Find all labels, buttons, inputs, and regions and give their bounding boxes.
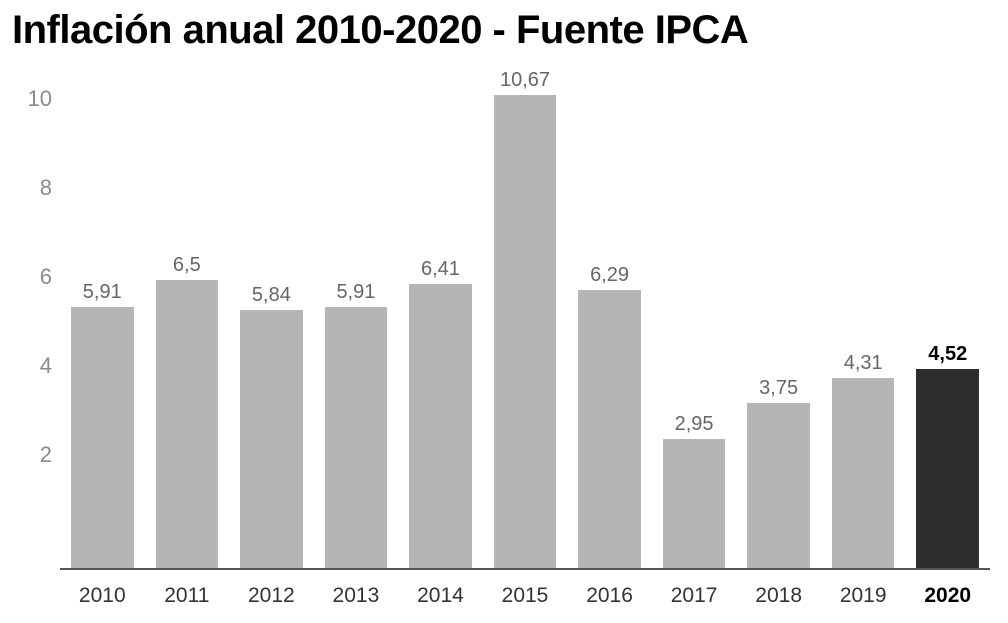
bar-slot: 6,29 xyxy=(567,80,652,570)
bar-value-label: 4,31 xyxy=(844,352,883,375)
x-tick-label: 2013 xyxy=(314,584,399,608)
x-tick-label: 2017 xyxy=(652,584,737,608)
bar-value-label: 5,84 xyxy=(252,284,291,307)
bar-value-label: 2,95 xyxy=(675,413,714,436)
y-tick: 10 xyxy=(28,86,52,112)
x-baseline xyxy=(60,568,990,570)
x-tick-label: 2011 xyxy=(145,584,230,608)
bars-row: 5,91 6,5 5,84 5,91 6,41 10,67 6,29 2,95 3,75 4,31… xyxy=(60,80,990,570)
x-tick-label: 2018 xyxy=(736,584,821,608)
bar-slot: 6,5 xyxy=(145,80,230,570)
x-tick-label: 2014 xyxy=(398,584,483,608)
bar-value-label: 6,5 xyxy=(173,254,201,277)
bar: 5,91 xyxy=(325,307,388,570)
x-tick-label: 2015 xyxy=(483,584,568,608)
bar-value-label: 5,91 xyxy=(83,281,122,304)
bar-slot: 3,75 xyxy=(736,80,821,570)
bar-value-label: 4,52 xyxy=(928,343,967,366)
bar-value-label: 5,91 xyxy=(336,281,375,304)
plot-region: 5,91 6,5 5,84 5,91 6,41 10,67 6,29 2,95 3,75 4,31… xyxy=(60,80,990,570)
y-tick: 8 xyxy=(40,175,52,201)
bar-value-label: 3,75 xyxy=(759,377,798,400)
bar-slot: 5,91 xyxy=(314,80,399,570)
bar-slot: 4,52 xyxy=(905,80,990,570)
x-tick-label: 2012 xyxy=(229,584,314,608)
bar-value-label: 6,41 xyxy=(421,258,460,281)
bar-value-label: 10,67 xyxy=(500,69,550,92)
chart-title: Inflación anual 2010-2020 - Fuente IPCA xyxy=(12,8,748,53)
bar-value-label: 6,29 xyxy=(590,264,629,287)
bar: 5,91 xyxy=(71,307,134,570)
bar: 3,75 xyxy=(747,403,810,570)
x-tick-label: 2019 xyxy=(821,584,906,608)
x-axis: 2010201120122013201420152016201720182019… xyxy=(60,584,990,608)
bar: 2,95 xyxy=(663,439,726,570)
bar: 6,29 xyxy=(578,290,641,570)
y-tick: 4 xyxy=(40,353,52,379)
x-tick-label: 2010 xyxy=(60,584,145,608)
bar: 4,31 xyxy=(832,378,895,570)
bar: 10,67 xyxy=(494,95,557,570)
bar-slot: 5,91 xyxy=(60,80,145,570)
bar-slot: 5,84 xyxy=(229,80,314,570)
bar-slot: 6,41 xyxy=(398,80,483,570)
chart-area: 2 4 6 8 10 5,91 6,5 5,84 5,91 6,41 10,67 6,29 2,95 3… xyxy=(10,80,990,570)
bar: 6,41 xyxy=(409,284,472,570)
y-tick: 2 xyxy=(40,442,52,468)
bar-slot: 4,31 xyxy=(821,80,906,570)
y-tick: 6 xyxy=(40,264,52,290)
bar-slot: 2,95 xyxy=(652,80,737,570)
bar-slot: 10,67 xyxy=(483,80,568,570)
x-tick-label: 2016 xyxy=(567,584,652,608)
bar: 4,52 xyxy=(916,369,979,570)
x-tick-label: 2020 xyxy=(905,584,990,608)
y-axis: 2 4 6 8 10 xyxy=(10,80,60,570)
bar: 5,84 xyxy=(240,310,303,570)
bar: 6,5 xyxy=(156,280,219,570)
